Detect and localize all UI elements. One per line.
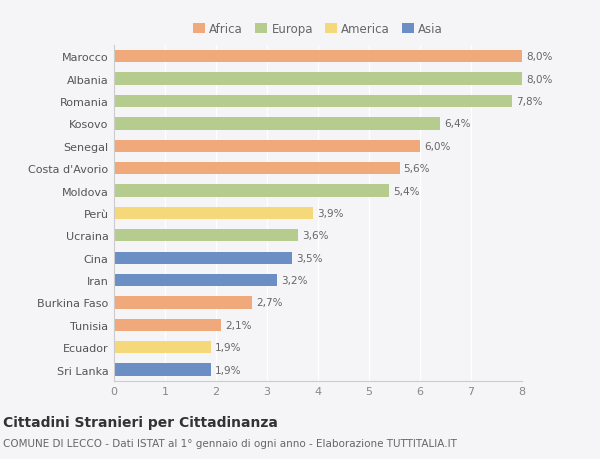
Text: 8,0%: 8,0% — [526, 74, 553, 84]
Bar — [114, 252, 292, 264]
Bar — [114, 140, 420, 152]
Text: 3,9%: 3,9% — [317, 208, 343, 218]
Text: 3,2%: 3,2% — [281, 275, 308, 285]
Text: 7,8%: 7,8% — [516, 97, 542, 107]
Bar — [114, 207, 313, 219]
Bar — [114, 73, 522, 85]
Text: 3,5%: 3,5% — [296, 253, 323, 263]
Bar — [114, 297, 252, 309]
Text: 8,0%: 8,0% — [526, 52, 553, 62]
Text: 2,1%: 2,1% — [225, 320, 251, 330]
Text: COMUNE DI LECCO - Dati ISTAT al 1° gennaio di ogni anno - Elaborazione TUTTITALI: COMUNE DI LECCO - Dati ISTAT al 1° genna… — [3, 438, 457, 448]
Text: 3,6%: 3,6% — [302, 231, 328, 241]
Bar — [114, 51, 522, 63]
Legend: Africa, Europa, America, Asia: Africa, Europa, America, Asia — [188, 18, 448, 41]
Bar — [114, 162, 400, 175]
Bar — [114, 341, 211, 353]
Bar — [114, 118, 440, 130]
Bar — [114, 95, 512, 108]
Text: Cittadini Stranieri per Cittadinanza: Cittadini Stranieri per Cittadinanza — [3, 415, 278, 429]
Bar — [114, 230, 298, 242]
Bar — [114, 319, 221, 331]
Text: 2,7%: 2,7% — [256, 298, 282, 308]
Text: 6,0%: 6,0% — [424, 141, 451, 151]
Text: 5,6%: 5,6% — [404, 164, 430, 174]
Bar — [114, 364, 211, 376]
Text: 5,4%: 5,4% — [394, 186, 420, 196]
Text: 1,9%: 1,9% — [215, 365, 241, 375]
Text: 1,9%: 1,9% — [215, 342, 241, 353]
Bar — [114, 274, 277, 286]
Bar — [114, 185, 389, 197]
Text: 6,4%: 6,4% — [445, 119, 471, 129]
